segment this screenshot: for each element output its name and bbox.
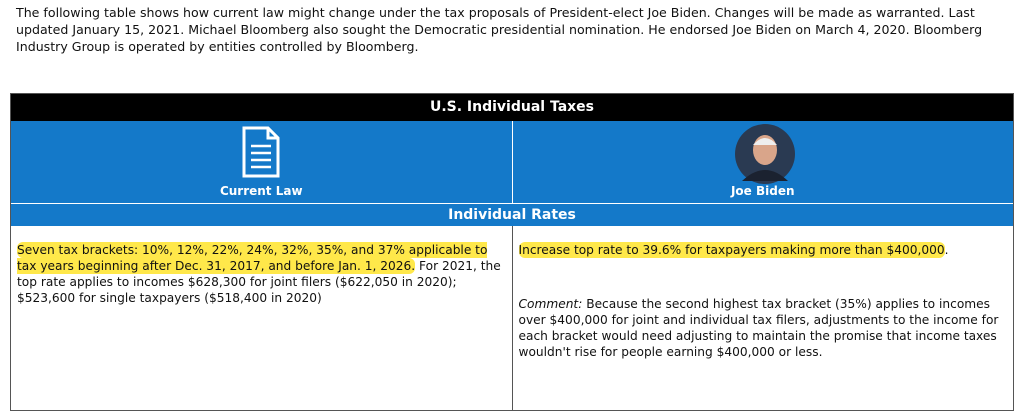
highlight: Seven tax brackets: 10%, 12%, 22%, 24%, … xyxy=(17,242,488,274)
section-header: Individual Rates xyxy=(11,203,1013,226)
cell: Seven tax brackets: 10%, 12%, 22%, 24%, … xyxy=(11,226,512,411)
highlight: Increase top rate to 39.6% for taxpayers… xyxy=(518,242,945,258)
intro: The following table shows how current la… xyxy=(16,5,983,54)
table: U.S. Individual Taxes Current Law Joe Bi… xyxy=(10,93,1014,411)
comment: Comment: Because the second highest tax … xyxy=(519,296,1008,360)
body-row: Seven tax brackets: 10%, 12%, 22%, 24%, … xyxy=(11,226,1013,411)
column-header: Current Law xyxy=(219,184,303,198)
header-cell: Current Law xyxy=(11,121,512,203)
header-row: Current Law Joe Biden xyxy=(11,121,1013,203)
portrait xyxy=(734,124,795,184)
column-header: Joe Biden xyxy=(730,184,795,198)
cell-text: For 2021, the top rate applies to income… xyxy=(17,259,501,305)
table-title: U.S. Individual Taxes xyxy=(11,94,1013,121)
comment-label: Comment: xyxy=(518,297,583,311)
header-cell: Joe Biden xyxy=(511,121,1014,203)
document-icon xyxy=(242,126,280,178)
comment-text: Because the second highest tax bracket (… xyxy=(518,297,999,359)
cell: Increase top rate to 39.6% for taxpayers… xyxy=(511,226,1014,411)
cell-text: . xyxy=(944,243,949,257)
